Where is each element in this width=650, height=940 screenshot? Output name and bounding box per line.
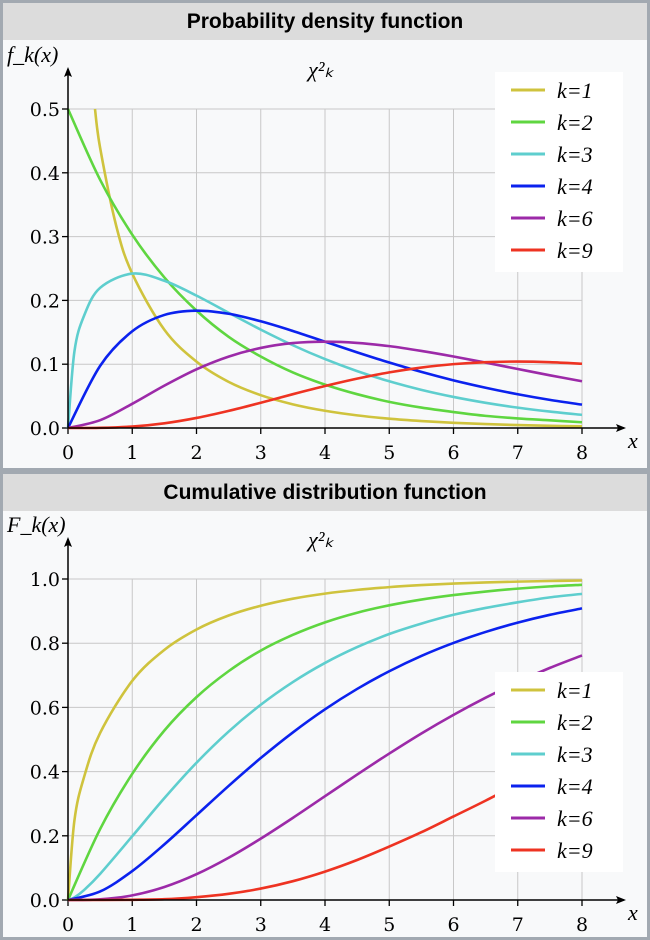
legend-label: k=2 — [557, 110, 593, 135]
x-tick-label: 7 — [512, 442, 524, 464]
series-line-k-9 — [67, 360, 583, 430]
legend-label: k=1 — [557, 78, 593, 103]
x-tick-label: 1 — [126, 442, 138, 464]
legend-label: k=9 — [557, 238, 593, 263]
cdf-chart: 0 1 2 3 4 5 6 7 8 0.0 0.2 0.4 0.6 0.8 1.0 x F_k(x) χ²ₖ k=1… — [6, 512, 638, 936]
x-axis-label: x — [627, 428, 638, 453]
x-axis-label: x — [627, 900, 638, 925]
series-line-k-3 — [67, 592, 583, 902]
x-tick-label: 2 — [190, 914, 202, 936]
pdf-chart: 0 1 2 3 4 5 6 7 8 0.0 0.1 0.2 0.3 0.4 0.5 x f_k(x) χ²ₖ k=1… — [7, 42, 638, 464]
legend-label: k=6 — [557, 806, 593, 831]
series-line-k-1 — [93, 108, 583, 428]
legend-label: k=3 — [557, 142, 593, 167]
x-tick-label: 4 — [319, 442, 331, 464]
y-tick-label: 0.8 — [30, 633, 60, 655]
series-line-k-2 — [66, 108, 583, 424]
x-tick-label: 8 — [576, 914, 588, 936]
y-axis-label: F_k(x) — [6, 512, 66, 537]
y-tick-label: 0.5 — [30, 99, 60, 121]
x-tick-label: 1 — [126, 914, 138, 936]
y-tick-label: 0.6 — [30, 697, 60, 719]
x-tick-label: 7 — [512, 914, 524, 936]
legend-label: k=2 — [557, 710, 593, 735]
y-tick-label: 0.1 — [30, 354, 60, 376]
series-line-k-6 — [67, 654, 583, 902]
legend-box — [495, 672, 623, 872]
legend-label: k=3 — [557, 742, 593, 767]
x-tick-label: 6 — [447, 914, 459, 936]
pdf-title: Probability density function — [3, 3, 647, 40]
legend-box — [495, 72, 623, 272]
legend-label: k=1 — [557, 678, 593, 703]
y-tick-label: 0.0 — [30, 418, 60, 440]
x-tick-label: 3 — [255, 914, 267, 936]
y-tick-label: 0.0 — [30, 890, 60, 912]
y-axis-arrow-icon — [64, 537, 72, 547]
x-tick-label: 8 — [576, 442, 588, 464]
x-tick-label: 0 — [62, 914, 74, 936]
x-tick-label: 3 — [255, 442, 267, 464]
pdf-panel: Probability density function 0 1 2 3 4 5 6 7 8 0.… — [3, 3, 647, 468]
legend-label: k=4 — [557, 774, 593, 799]
x-axis-arrow-icon — [616, 424, 626, 432]
chart-subtitle: χ²ₖ — [306, 527, 334, 552]
y-tick-label: 0.4 — [30, 163, 60, 185]
x-tick-label: 5 — [383, 914, 395, 936]
series-line-k-2 — [66, 583, 583, 901]
y-tick-label: 0.2 — [30, 290, 60, 312]
chart-subtitle: χ²ₖ — [306, 57, 334, 82]
y-tick-label: 1.0 — [30, 569, 60, 591]
y-tick-label: 0.2 — [30, 826, 60, 848]
y-axis-label: f_k(x) — [7, 42, 58, 67]
series-line-k-3 — [66, 272, 583, 429]
x-tick-label: 2 — [190, 442, 202, 464]
legend-label: k=4 — [557, 174, 593, 199]
cdf-title: Cumulative distribution function — [3, 474, 647, 511]
series-line-k-1 — [66, 579, 583, 901]
legend-label: k=9 — [557, 838, 593, 863]
y-axis-arrow-icon — [64, 67, 72, 77]
cdf-panel: Cumulative distribution function 0 1 2 3 4 5 6… — [3, 474, 647, 937]
x-tick-label: 5 — [383, 442, 395, 464]
x-tick-label: 4 — [319, 914, 331, 936]
series-line-k-4 — [67, 607, 583, 902]
x-tick-label: 0 — [62, 442, 74, 464]
x-tick-label: 6 — [447, 442, 459, 464]
y-tick-label: 0.4 — [30, 762, 60, 784]
y-tick-label: 0.3 — [30, 227, 60, 249]
series-line-k-6 — [67, 340, 583, 430]
legend-label: k=6 — [557, 206, 593, 231]
x-axis-arrow-icon — [616, 896, 626, 904]
